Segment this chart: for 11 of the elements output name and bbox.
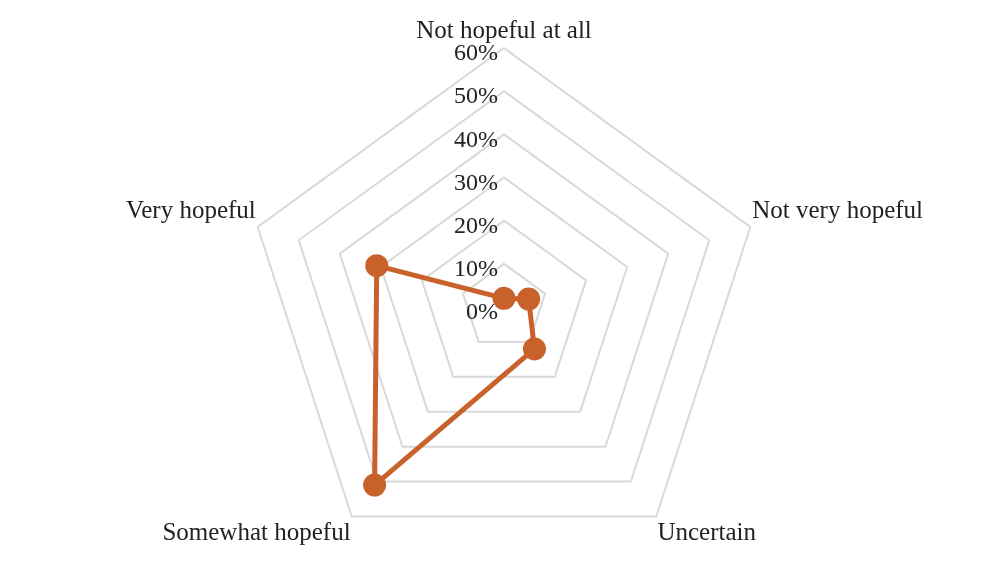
y-tick-label: 10% (454, 255, 498, 282)
y-tick-label: 40% (454, 125, 498, 152)
y-tick-label: 0% (466, 298, 498, 325)
y-tick-label: 30% (454, 168, 498, 195)
spoke-label: Very hopeful (125, 195, 256, 223)
spoke-label: Uncertain (657, 517, 757, 545)
y-tick-label: 20% (454, 211, 498, 238)
spoke-label: Not very hopeful (752, 195, 924, 223)
spoke-label: Not hopeful at all (416, 15, 592, 43)
spoke-label: Somewhat hopeful (162, 517, 351, 545)
y-tick-label: 50% (454, 82, 498, 109)
